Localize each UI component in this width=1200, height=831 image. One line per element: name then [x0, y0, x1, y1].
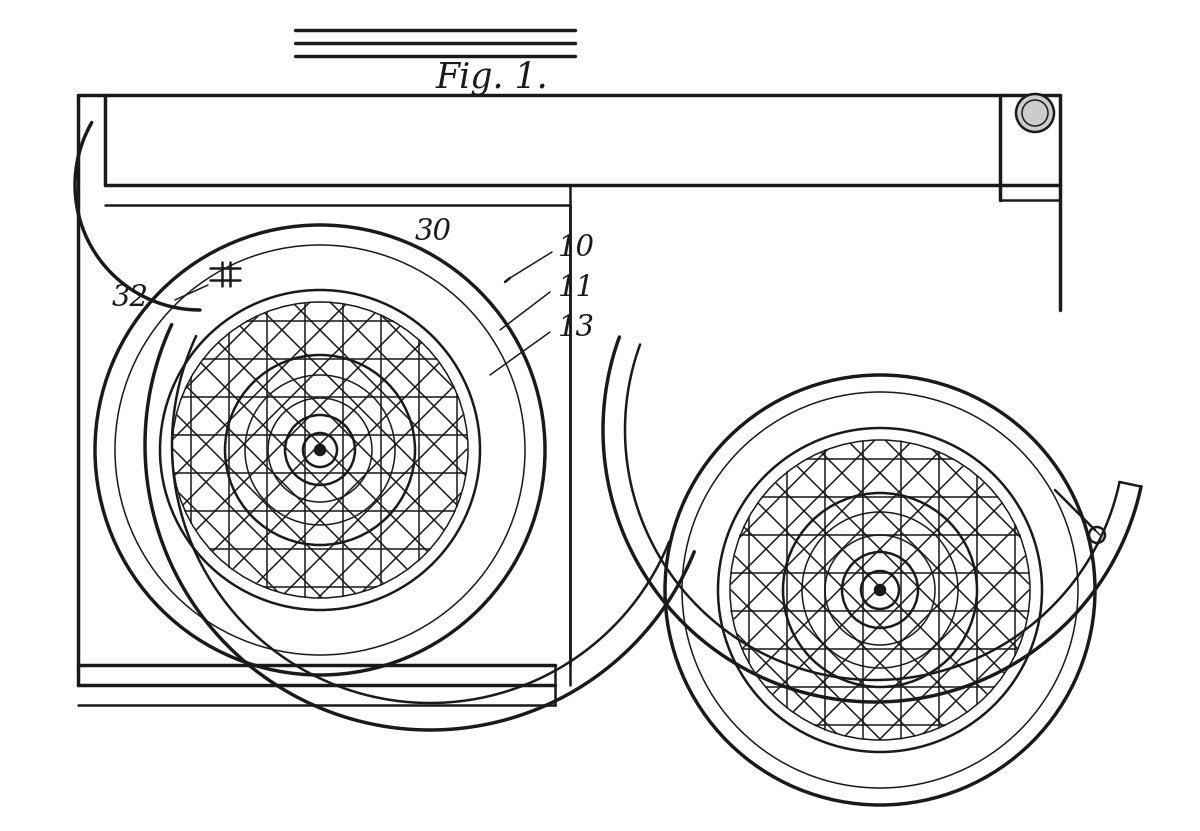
Text: 11: 11 — [558, 274, 595, 302]
Text: 30: 30 — [415, 218, 452, 246]
Circle shape — [314, 445, 325, 455]
Text: Fig. 1.: Fig. 1. — [436, 61, 548, 96]
Text: 10: 10 — [558, 234, 595, 262]
Text: 32: 32 — [112, 284, 149, 312]
Circle shape — [875, 585, 886, 595]
Text: 13: 13 — [558, 314, 595, 342]
Circle shape — [1016, 94, 1054, 132]
